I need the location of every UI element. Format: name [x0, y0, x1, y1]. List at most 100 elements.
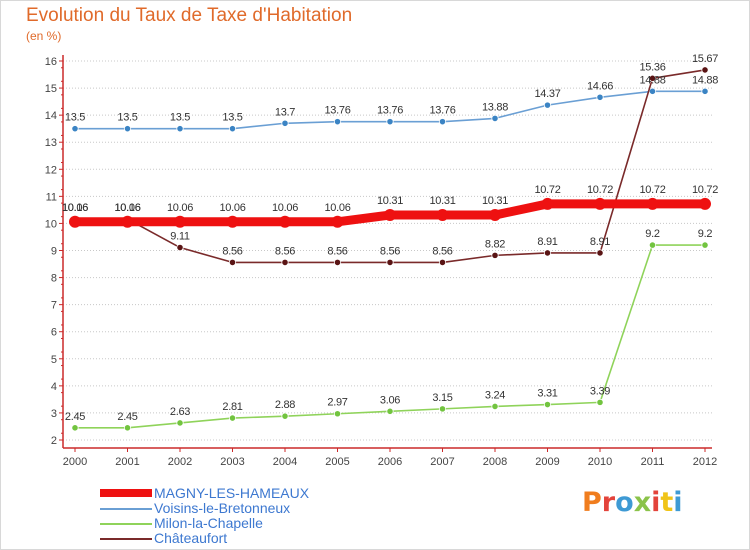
data-label-voisins-le-bretonneux-2003: 13.5	[222, 112, 242, 124]
data-label-ch-teaufort-2000: 10.16	[62, 202, 88, 214]
data-point-milon-la-chapelle-2006	[386, 407, 394, 415]
chart-title: Evolution du Taux de Taxe d'Habitation	[26, 5, 353, 26]
y-tick-label-11: 11	[46, 191, 57, 203]
data-label-ch-teaufort-2005: 8.56	[327, 245, 347, 257]
data-point-voisins-le-bretonneux-2003	[228, 125, 237, 133]
data-label-magny-les-hameaux-2012: 10.72	[692, 184, 718, 196]
x-tick-label-2012: 2012	[693, 456, 717, 468]
data-label-magny-les-hameaux-2008: 10.31	[482, 195, 508, 207]
data-point-ch-teaufort-2005	[333, 258, 342, 267]
data-point-voisins-le-bretonneux-2001	[123, 125, 132, 133]
data-label-magny-les-hameaux-2011: 10.72	[639, 184, 665, 196]
data-label-voisins-le-bretonneux-2000: 13.5	[65, 112, 85, 124]
data-point-milon-la-chapelle-2007	[438, 405, 447, 413]
data-point-ch-teaufort-2009	[543, 249, 552, 257]
data-point-ch-teaufort-2010	[596, 249, 604, 257]
data-point-milon-la-chapelle-2012	[701, 241, 709, 249]
data-point-voisins-le-bretonneux-2008	[491, 114, 499, 122]
data-label-voisins-le-bretonneux-2007: 13.76	[429, 105, 455, 117]
data-point-ch-teaufort-2004	[281, 258, 289, 267]
data-point-magny-les-hameaux-2007	[436, 209, 449, 222]
data-label-voisins-le-bretonneux-2005: 13.76	[324, 105, 350, 117]
data-point-milon-la-chapelle-2008	[491, 402, 499, 411]
x-tick-label-2001: 2001	[115, 456, 139, 468]
data-point-ch-teaufort-2003	[228, 258, 237, 267]
y-tick-label-12: 12	[45, 164, 57, 176]
legend-label-magny: MAGNY-LES-HAMEAUX	[154, 485, 310, 501]
data-label-ch-teaufort-2010: 8.91	[590, 236, 610, 248]
y-tick-label-13: 13	[45, 137, 57, 149]
y-tick-label-3: 3	[51, 408, 57, 420]
data-label-ch-teaufort-2002: 9.11	[170, 231, 190, 243]
data-label-magny-les-hameaux-2004: 10.06	[272, 202, 298, 214]
data-point-magny-les-hameaux-2005	[331, 215, 344, 228]
data-point-voisins-le-bretonneux-2012	[701, 87, 709, 95]
data-point-milon-la-chapelle-2009	[543, 400, 552, 409]
y-tick-label-10: 10	[45, 218, 57, 230]
x-tick-label-2005: 2005	[325, 456, 349, 468]
legend-label-voisins: Voisins-le-Bretonneux	[154, 500, 291, 516]
data-point-voisins-le-bretonneux-2007	[438, 118, 447, 126]
logo-letter: r	[601, 487, 616, 518]
data-label-magny-les-hameaux-2006: 10.31	[377, 195, 403, 207]
data-point-milon-la-chapelle-2005	[333, 410, 342, 418]
logo-letter: x	[633, 487, 652, 518]
data-label-milon-la-chapelle-2010: 3.39	[590, 385, 610, 397]
logo-letter: i	[651, 487, 661, 518]
data-label-ch-teaufort-2011: 15.36	[639, 61, 665, 73]
data-point-milon-la-chapelle-2011	[648, 241, 657, 249]
y-tick-label-14: 14	[45, 110, 57, 122]
data-label-ch-teaufort-2004: 8.56	[275, 245, 295, 257]
data-point-magny-les-hameaux-2002	[174, 215, 186, 228]
data-label-milon-la-chapelle-2012: 9.2	[698, 228, 713, 240]
x-tick-label-2003: 2003	[220, 456, 244, 468]
data-label-milon-la-chapelle-2000: 2.45	[65, 411, 85, 423]
data-point-magny-les-hameaux-2006	[384, 209, 396, 222]
data-label-milon-la-chapelle-2002: 2.63	[170, 406, 190, 418]
data-label-magny-les-hameaux-2010: 10.72	[587, 184, 613, 196]
data-point-voisins-le-bretonneux-2004	[281, 119, 289, 127]
data-point-ch-teaufort-2002	[176, 243, 184, 252]
data-point-ch-teaufort-2007	[438, 258, 447, 267]
data-point-magny-les-hameaux-2012	[699, 197, 711, 210]
data-point-milon-la-chapelle-2010	[596, 398, 604, 406]
data-point-magny-les-hameaux-2008	[489, 209, 501, 222]
data-label-milon-la-chapelle-2003: 2.81	[222, 401, 242, 413]
x-tick-label-2000: 2000	[63, 456, 87, 468]
y-tick-label-9: 9	[51, 246, 57, 258]
data-label-voisins-le-bretonneux-2008: 13.88	[482, 101, 508, 113]
data-label-ch-teaufort-2009: 8.91	[537, 236, 557, 248]
y-tick-label-2: 2	[51, 435, 57, 447]
data-label-voisins-le-bretonneux-2010: 14.66	[587, 80, 613, 92]
data-point-voisins-le-bretonneux-2011	[648, 87, 657, 95]
data-label-voisins-le-bretonneux-2012: 14.88	[692, 74, 718, 86]
data-point-magny-les-hameaux-2004	[279, 215, 291, 228]
logo-letter: P	[582, 487, 602, 518]
legend-swatch-voisins	[100, 508, 152, 510]
data-label-ch-teaufort-2001: 10.16	[114, 202, 140, 214]
y-tick-label-8: 8	[51, 273, 57, 285]
data-point-voisins-le-bretonneux-2006	[386, 118, 394, 126]
data-point-magny-les-hameaux-2009	[541, 197, 554, 210]
data-label-ch-teaufort-2012: 15.67	[692, 53, 718, 65]
data-label-magny-les-hameaux-2002: 10.06	[167, 202, 193, 214]
data-label-magny-les-hameaux-2000: 10.06	[62, 202, 88, 214]
x-tick-label-2007: 2007	[430, 456, 454, 468]
x-tick-label-2009: 2009	[535, 456, 559, 468]
data-point-voisins-le-bretonneux-2000	[71, 125, 79, 133]
data-point-ch-teaufort-2012	[701, 66, 709, 74]
y-tick-label-7: 7	[51, 300, 57, 312]
data-point-magny-les-hameaux-2011	[646, 197, 659, 210]
data-point-voisins-le-bretonneux-2002	[176, 125, 184, 133]
data-point-milon-la-chapelle-2001	[123, 424, 132, 432]
data-label-ch-teaufort-2003: 8.56	[222, 245, 242, 257]
data-point-magny-les-hameaux-2000	[69, 215, 81, 228]
data-label-magny-les-hameaux-2001: 10.06	[114, 202, 140, 214]
proxiti-logo: Proxiti	[582, 487, 683, 518]
data-label-voisins-le-bretonneux-2006: 13.76	[377, 105, 403, 117]
y-tick-label-15: 15	[45, 83, 57, 95]
y-tick-label-6: 6	[51, 327, 57, 339]
data-label-milon-la-chapelle-2005: 2.97	[327, 397, 347, 409]
data-label-magny-les-hameaux-2005: 10.06	[324, 202, 350, 214]
